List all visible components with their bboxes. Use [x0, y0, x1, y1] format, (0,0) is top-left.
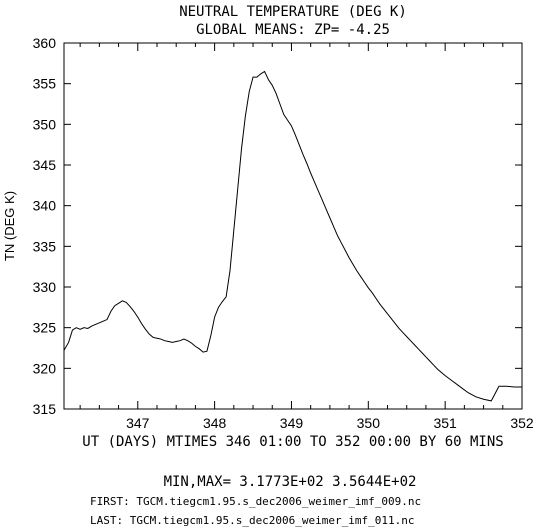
y-tick-label: 325 [33, 320, 57, 336]
y-tick-label: 320 [33, 360, 57, 376]
x-tick-label: 351 [433, 415, 457, 431]
y-axis-label: TN (DEG K) [2, 191, 17, 261]
minmax-readout: MIN,MAX= 3.1773E+02 3.5644E+02 [164, 474, 417, 490]
y-axis: 315 320 325 330 335 340 345 350 355 360 [33, 35, 522, 417]
y-tick-label: 355 [33, 76, 57, 92]
y-tick-label: 330 [33, 279, 57, 295]
series-line-tn [63, 70, 522, 402]
x-tick-label: 347 [126, 415, 150, 431]
y-tick-label: 340 [33, 198, 57, 214]
x-tick-label: 350 [357, 415, 381, 431]
x-tick-label: 348 [203, 415, 227, 431]
chart-subtitle: GLOBAL MEANS: ZP= -4.25 [196, 22, 390, 38]
x-axis-label: UT (DAYS) MTIMES 346 01:00 TO 352 00:00 … [82, 434, 503, 450]
first-file-label: FIRST: TGCM.tiegcm1.95.s_dec2006_weimer_… [90, 495, 421, 508]
y-tick-label: 350 [33, 116, 57, 132]
plot-frame [63, 42, 523, 410]
y-tick-label: 315 [33, 401, 57, 417]
x-tick-label: 352 [510, 415, 534, 431]
last-file-label: LAST: TGCM.tiegcm1.95.s_dec2006_weimer_i… [90, 514, 415, 527]
y-tick-label: 345 [33, 157, 57, 173]
y-tick-label: 360 [33, 35, 57, 51]
x-tick-label: 349 [280, 415, 304, 431]
chart-title: NEUTRAL TEMPERATURE (DEG K) [179, 4, 407, 20]
y-tick-label: 335 [33, 238, 57, 254]
x-axis: 347 348 349 350 351 352 [79, 43, 534, 431]
